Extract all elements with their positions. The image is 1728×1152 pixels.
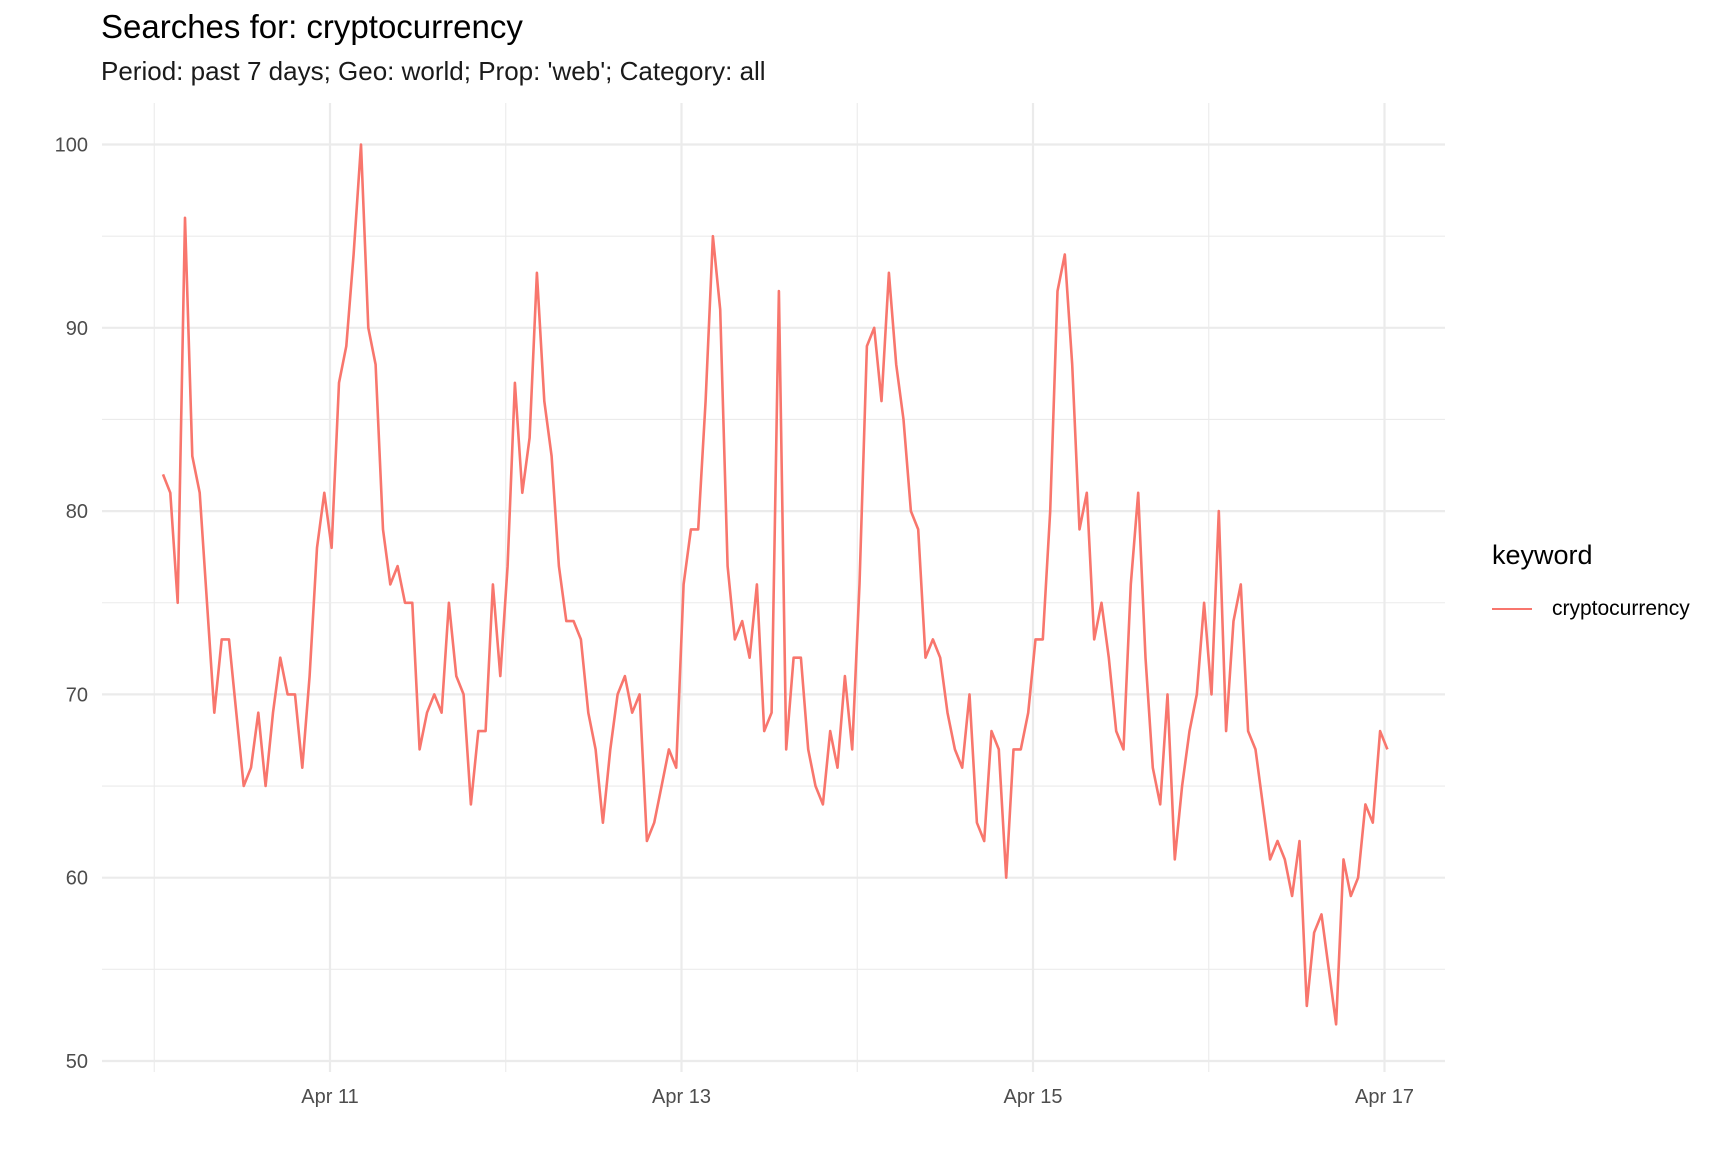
legend-label: cryptocurrency: [1552, 597, 1690, 620]
legend-key-line: [1492, 608, 1532, 610]
series-layer: [161, 143, 1389, 1026]
x-axis-tick-labels: Apr 11 Apr 13 Apr 15 Apr 17: [301, 1086, 1414, 1108]
y-axis-tick-labels: 50 60 70 80 90 100: [55, 135, 88, 1074]
legend-title: keyword: [1492, 540, 1593, 570]
x-tick-label: Apr 17: [1355, 1086, 1414, 1108]
chart-subtitle: Period: past 7 days; Geo: world; Prop: '…: [101, 56, 766, 86]
y-tick-label: 70: [66, 684, 88, 706]
y-tick-label: 90: [66, 318, 88, 340]
y-tick-label: 60: [66, 868, 88, 890]
series-line-cryptocurrency: [161, 143, 1389, 1026]
x-tick-label: Apr 13: [652, 1086, 711, 1108]
x-tick-label: Apr 11: [301, 1086, 358, 1108]
y-tick-label: 80: [66, 501, 88, 523]
y-tick-label: 100: [55, 135, 88, 157]
chart-title: Searches for: cryptocurrency: [101, 8, 523, 45]
y-tick-label: 50: [66, 1051, 88, 1073]
x-tick-label: Apr 15: [1004, 1086, 1063, 1108]
